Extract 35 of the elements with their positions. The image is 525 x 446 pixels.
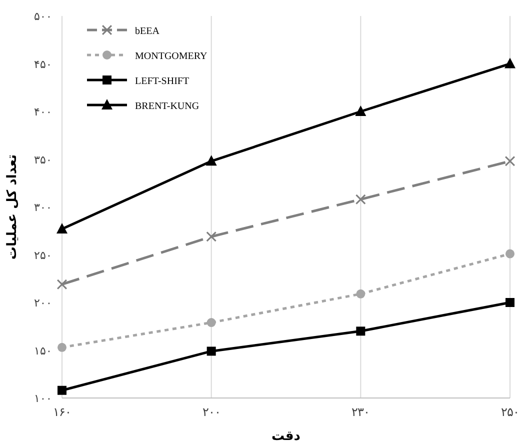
point bbox=[356, 289, 366, 298]
point bbox=[206, 346, 216, 356]
legend-label: bEEA bbox=[135, 26, 160, 37]
point bbox=[56, 222, 68, 234]
y-tick-label: ۳۰۰ bbox=[34, 202, 52, 214]
point bbox=[505, 156, 515, 166]
x-tick-label: ۲۵۰ bbox=[501, 405, 519, 419]
point bbox=[58, 342, 66, 352]
legend-label: MONTGOMERY bbox=[135, 51, 208, 62]
y-tick-label: ۵۰۰ bbox=[34, 11, 52, 23]
y-tick-label: ۲۵۰ bbox=[34, 250, 52, 262]
x-tick-label: ۲۰۰ bbox=[202, 405, 220, 419]
point bbox=[355, 106, 366, 116]
x-axis-title: دقت bbox=[272, 429, 301, 444]
y-tick-label: ۲۰۰ bbox=[34, 298, 52, 310]
point bbox=[504, 58, 516, 68]
y-axis-title: تعداد کل عملیات bbox=[5, 154, 20, 260]
y-tick-label: ۳۵۰ bbox=[34, 154, 52, 166]
point bbox=[356, 194, 366, 204]
x-tick-label: ۱۶۰ bbox=[53, 405, 71, 419]
point bbox=[206, 155, 217, 166]
point bbox=[356, 326, 366, 336]
y-tick-label: ۴۵۰ bbox=[34, 58, 52, 71]
point bbox=[58, 386, 66, 395]
point bbox=[206, 318, 216, 328]
y-tick-label: ۱۵۰ bbox=[34, 345, 52, 358]
x-tick-label: ۲۳۰ bbox=[352, 405, 370, 419]
y-tick-label: ۴۰۰ bbox=[34, 106, 52, 118]
y-tick-label: ۱۰۰ bbox=[34, 393, 52, 405]
legend-label: LEFT-SHIFT bbox=[135, 76, 190, 87]
point bbox=[506, 298, 514, 307]
legend-label: BRENT-KUNG bbox=[135, 101, 200, 112]
point bbox=[506, 249, 514, 258]
point bbox=[206, 232, 216, 242]
point bbox=[57, 279, 67, 290]
